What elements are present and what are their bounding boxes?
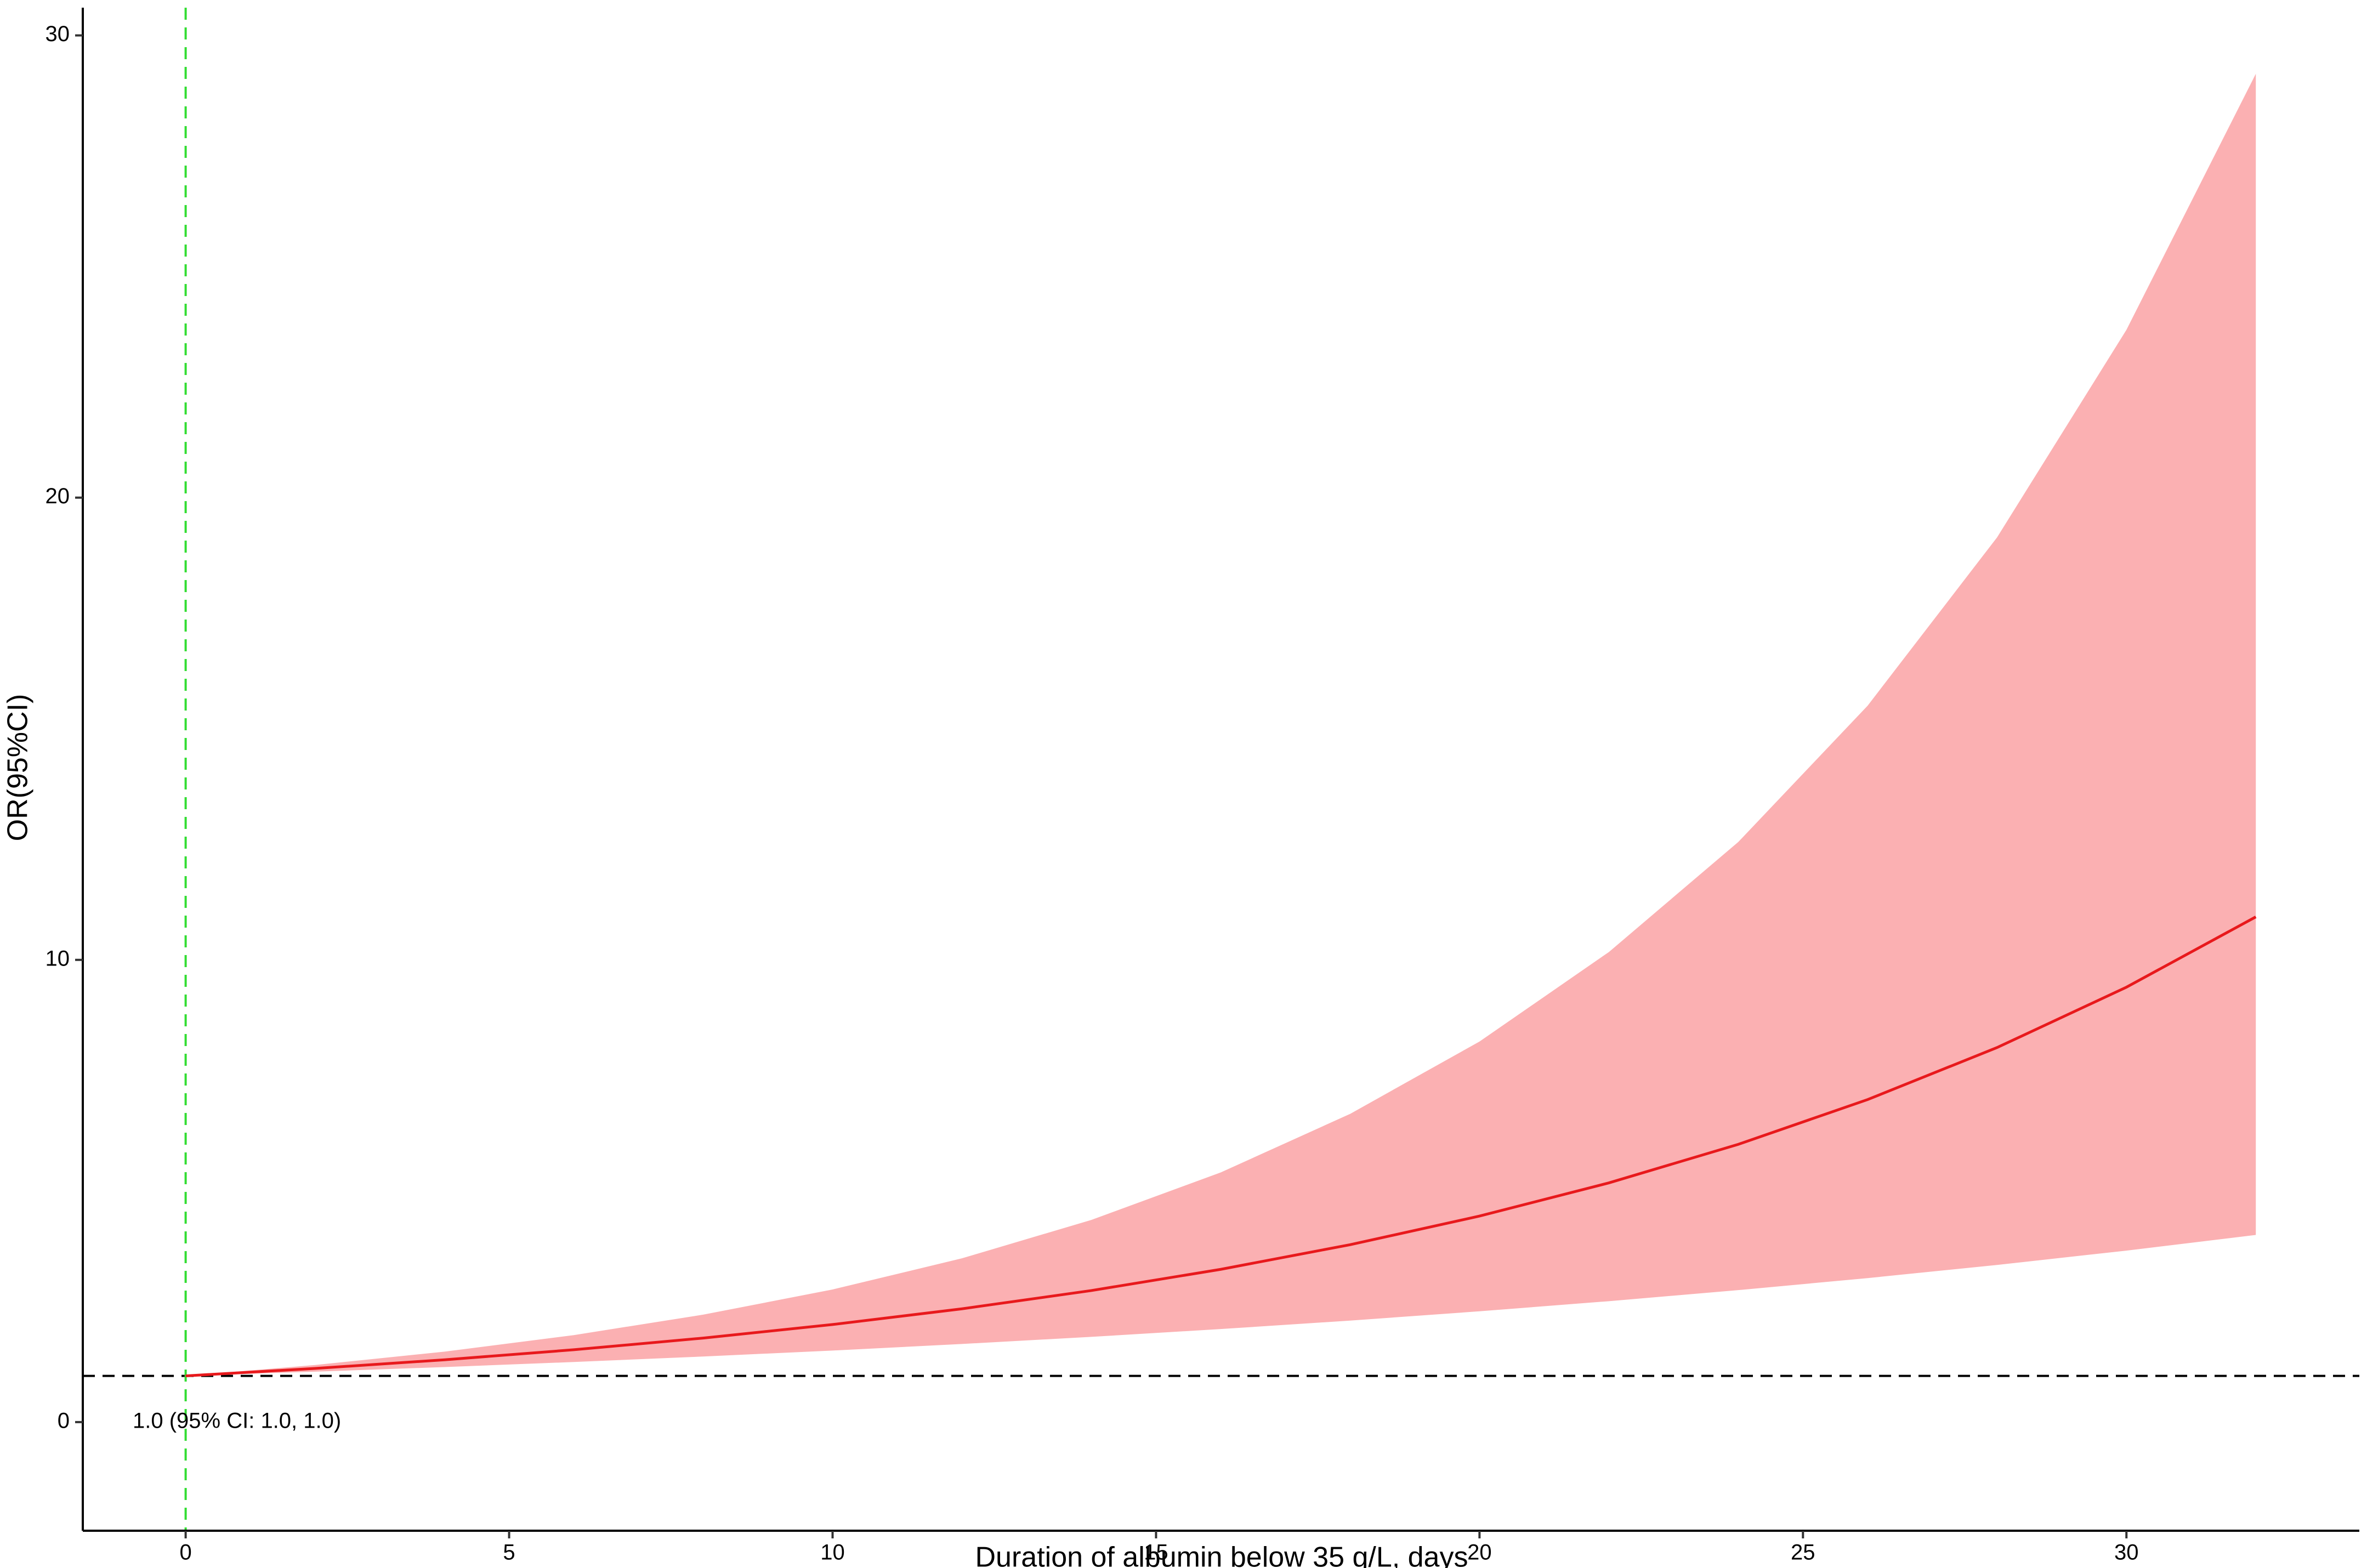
x-tick-label: 25 <box>1791 1541 1815 1565</box>
y-axis-label: OR(95%CI) <box>2 694 34 842</box>
y-tick-label: 30 <box>46 22 70 46</box>
ci-band <box>185 73 2256 1376</box>
line <box>185 916 2257 1378</box>
x-tick-label: 30 <box>2114 1541 2139 1565</box>
x-axis-label: Duration of albumin below 35 g/L, days <box>975 1542 1468 1568</box>
y-tick-label: 20 <box>46 484 70 508</box>
y-tick-label: 0 <box>58 1408 70 1433</box>
x-tick-label: 10 <box>820 1541 845 1565</box>
x-tick-label: 20 <box>1467 1541 1492 1565</box>
x-tick-label: 0 <box>179 1541 191 1565</box>
x-tick-label: 15 <box>1144 1541 1168 1565</box>
x-tick-label: 5 <box>503 1541 515 1565</box>
annotation: 1.0 (95% CI: 1.0, 1.0) <box>133 1408 341 1433</box>
y-tick-label: 10 <box>46 946 70 970</box>
